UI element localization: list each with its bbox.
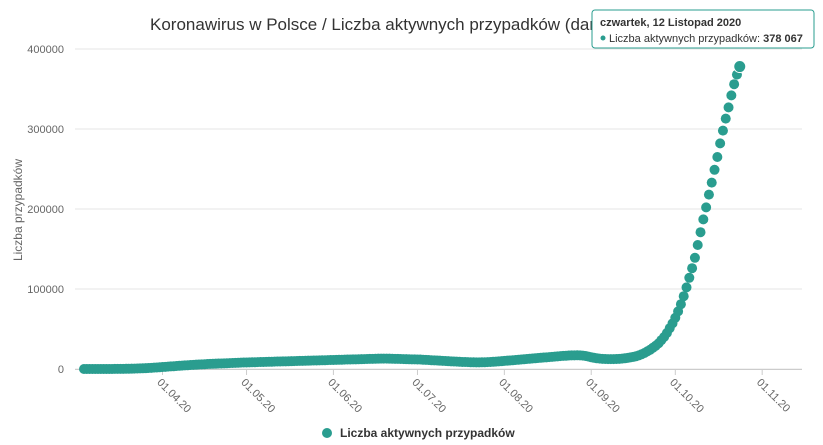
data-point[interactable] [689, 252, 700, 263]
data-point[interactable] [681, 282, 692, 293]
data-point-highlighted[interactable] [733, 60, 747, 74]
y-axis-ticks: 0 100000 200000 300000 400000 [27, 44, 64, 376]
tooltip: czwartek, 12 Listopad 2020 Liczba aktywn… [591, 9, 815, 49]
data-point[interactable] [715, 138, 726, 149]
x-tick-label: 01.04.20 [154, 377, 193, 416]
data-point[interactable] [698, 214, 709, 225]
data-point[interactable] [692, 240, 703, 250]
tooltip-series-dot [600, 35, 606, 41]
y-tick-label: 0 [58, 364, 64, 376]
data-point[interactable] [684, 272, 695, 283]
x-tick-label: 01.08.20 [496, 377, 535, 416]
tooltip-box [591, 9, 815, 49]
data-point[interactable] [678, 291, 689, 302]
x-tick-label: 01.05.20 [238, 377, 277, 416]
grid-lines [75, 48, 802, 370]
x-tick-label: 01.10.20 [667, 377, 706, 416]
y-axis-label: Liczba przypadków [11, 159, 25, 261]
y-tick-label: 200000 [27, 204, 64, 216]
data-point[interactable] [723, 102, 734, 113]
data-point[interactable] [726, 90, 737, 101]
data-point[interactable] [701, 202, 712, 213]
tooltip-value: 378 067 [763, 33, 803, 45]
chart-title: Koronawirus w Polsce / Liczba aktywnych … [150, 15, 608, 34]
legend-marker [322, 428, 332, 438]
x-axis: 01.04.20 01.05.20 01.06.20 01.07.20 01.08.20… [75, 369, 802, 415]
data-point[interactable] [729, 79, 740, 90]
y-tick-label: 400000 [27, 44, 64, 56]
legend-label: Liczba aktywnych przypadków [340, 426, 515, 440]
x-tick-label: 01.06.20 [325, 377, 364, 416]
data-point[interactable] [712, 152, 723, 162]
data-point[interactable] [687, 263, 698, 274]
data-point[interactable] [703, 189, 714, 200]
x-tick-label: 01.07.20 [409, 377, 448, 416]
tooltip-date: czwartek, 12 Listopad 2020 [600, 17, 741, 29]
x-tick-label: 01.09.20 [583, 377, 622, 416]
y-tick-label: 100000 [27, 284, 64, 296]
data-point[interactable] [717, 125, 728, 136]
data-point[interactable] [675, 299, 686, 310]
data-point[interactable] [695, 227, 706, 238]
tooltip-line: Liczba aktywnych przypadków: 378 067 [609, 33, 803, 45]
data-point[interactable] [709, 164, 720, 175]
legend[interactable]: Liczba aktywnych przypadków [322, 426, 515, 440]
x-tick-label: 01.11.20 [754, 377, 792, 415]
tooltip-series-label: Liczba aktywnych przypadków: [609, 33, 763, 45]
data-point[interactable] [706, 177, 717, 188]
data-point[interactable] [720, 113, 731, 124]
data-points [79, 60, 747, 374]
y-tick-label: 300000 [27, 124, 64, 136]
